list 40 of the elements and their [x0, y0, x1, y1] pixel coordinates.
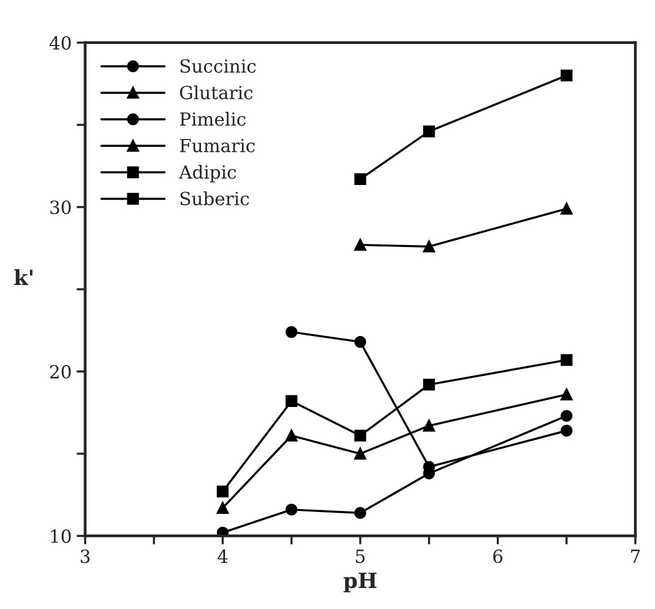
legend-label: Succinic: [180, 59, 256, 73]
point: [354, 238, 366, 251]
point: [560, 388, 572, 400]
point: [286, 430, 298, 442]
point: [560, 410, 572, 422]
x-axis-title: pH: [344, 572, 376, 592]
point: [354, 448, 366, 460]
point: [423, 126, 435, 138]
point: [560, 424, 572, 437]
legend-label: Glutaric: [180, 85, 253, 100]
x-tick-label: 5: [356, 550, 365, 564]
point: [423, 240, 435, 252]
x-tick-label: 6: [493, 549, 502, 564]
point: [423, 420, 435, 432]
legend-label: Pimelic: [180, 112, 246, 126]
point: [560, 202, 572, 215]
point: [216, 486, 229, 498]
y-tick-label: 40: [50, 36, 71, 50]
y-tick-label: 20: [50, 364, 71, 379]
legend-label: Adipic: [178, 164, 236, 182]
point: [286, 395, 298, 407]
point: [286, 504, 298, 516]
point: [354, 336, 366, 348]
y-tick-label: 10: [51, 529, 71, 544]
point: [560, 70, 572, 82]
point: [286, 326, 298, 338]
y-axis-title: k': [14, 269, 32, 285]
x-tick-label: 3: [80, 549, 90, 564]
point: [560, 354, 572, 366]
legend-label: Suberic: [180, 191, 249, 206]
y-tick-label: 30: [50, 200, 71, 214]
point: [216, 526, 229, 536]
x-tick-label: 4: [218, 549, 228, 563]
x-tick-label: 7: [631, 550, 640, 563]
point: [354, 173, 366, 186]
point: [423, 378, 435, 391]
point: [354, 506, 366, 519]
point: [216, 502, 229, 514]
point: [354, 430, 366, 442]
legend-label: Fumaric: [180, 138, 255, 152]
